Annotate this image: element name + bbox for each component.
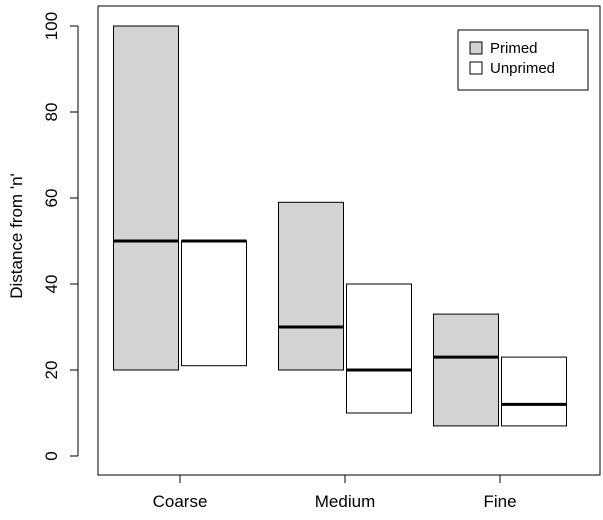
box-unprimed-medium — [346, 283, 412, 414]
y-tick-label: 0 — [42, 451, 61, 460]
box-unprimed-coarse — [181, 240, 247, 367]
box-primed-fine — [433, 313, 499, 427]
x-tick-label: Medium — [315, 492, 375, 511]
legend-swatch — [469, 61, 483, 75]
box-unprimed-fine — [501, 356, 567, 427]
y-tick-label: 40 — [42, 275, 61, 294]
x-tick-label: Fine — [483, 492, 516, 511]
legend-label: Unprimed — [490, 60, 555, 77]
legend-box — [457, 29, 589, 91]
legend-label: Primed — [490, 40, 538, 57]
y-tick-label: 100 — [42, 12, 61, 40]
y-tick-label: 20 — [42, 361, 61, 380]
y-axis-label: Distance from 'n' — [7, 173, 26, 299]
y-tick-label: 80 — [42, 103, 61, 122]
y-tick-label: 60 — [42, 189, 61, 208]
box-primed-coarse — [113, 25, 179, 371]
x-tick-label: Coarse — [153, 492, 208, 511]
box-primed-medium — [278, 201, 344, 371]
legend-swatch — [469, 41, 483, 55]
